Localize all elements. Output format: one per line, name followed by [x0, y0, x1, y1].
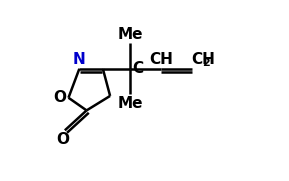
Text: CH: CH — [192, 52, 215, 67]
Text: CH: CH — [149, 52, 173, 67]
Text: O: O — [53, 90, 66, 105]
Text: Me: Me — [117, 27, 143, 42]
Text: O: O — [57, 132, 70, 147]
Text: 2: 2 — [202, 58, 210, 68]
Text: Me: Me — [117, 96, 143, 111]
Text: C: C — [132, 61, 143, 76]
Text: N: N — [73, 52, 86, 67]
